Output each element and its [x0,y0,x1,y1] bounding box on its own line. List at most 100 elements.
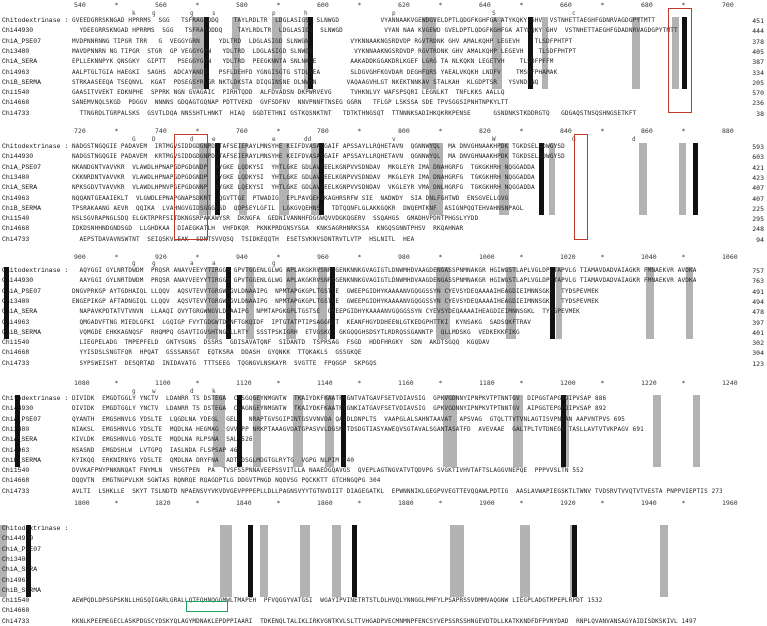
species-name: ChiB_SERMA [2,328,42,336]
species-name: Chi4963 [2,68,30,76]
block4-conserved-shading [213,395,225,468]
block2-identical-residues [319,143,324,216]
block3-ruler-tick: * [681,253,686,261]
block3-conserved-shading [556,267,562,340]
block3-ruler-tick: 1000 [479,253,495,261]
sequence-residues: SYPSWEISHT DESQRTAD INIDAVATG TTTSEEG TQ… [72,359,377,367]
block3-ruler-tick: * [114,253,119,261]
species-name: ChiB_SERMA [2,204,42,212]
sequence-residues: MVDPNNRNNG TIPGR TRR G VEGGYGRN YDLTRD L… [72,37,573,45]
block4-bottom-ruler-tick: * [195,499,200,507]
block2-ruler-tick: 840 [560,127,572,135]
block3-consensus-mark: g [152,260,156,267]
block4-bottom-ruler-tick: * [438,499,443,507]
sequence-residues: DQQVTN EMGTNGPVLKM SGWTAS RQNRQE RQAGDPT… [72,477,381,485]
block3-ruler-tick: * [438,253,443,261]
species-name: Chitodextrinase : [2,267,69,274]
block4-conserved-shading [693,395,700,468]
block1-consensus-mark: h [304,10,308,17]
block2-conserved-shading [639,143,647,216]
sequence-end-position: 423 [752,173,764,182]
block5-identical-residues [352,525,357,598]
species-name: Chi44930 [2,153,34,161]
species-name: Chi1540 [2,597,30,605]
block4-ruler-tick: * [681,379,686,387]
block2-consensus-mark: d [190,136,194,143]
species-name: Chi4668 [2,477,30,485]
block3-identical-residues [330,267,335,340]
block4-bottom-ruler-tick: * [519,499,524,507]
sequence-end-position: 295 [752,215,764,224]
block2-ruler-tick: * [357,127,362,135]
block5-conserved-shading [300,525,310,598]
block3-ruler-tick: * [357,253,362,261]
sequence-residues: DVVKAFPNYPNKNNQAT FNYMLN VHSGTPEN PA TVS… [72,467,584,475]
block1-sequence-row: ChiB_SERMA STRKAASEEQA TSEQNVL KGAT PDSEG… [0,79,767,87]
sequence-residues: NAPAVKPDTATVTVNVN LLAAQI QVYTGRGWNGVLDNA… [72,308,580,316]
block2-consensus-mark: dd [304,136,312,143]
block4-ruler-tick: 1200 [560,379,576,387]
block4-conserved-shading [653,395,661,468]
block4-bottom-ruler-tick: 1940 [641,499,657,507]
block3-sequence-row: Chi4963 QMGADVFTNG MIEDLGFKI LGQIGP FVYT… [0,319,767,327]
block4-consensus-mark: k [212,388,216,395]
species-name: Chi4963 [2,318,30,326]
species-name: Chi4668 [2,99,30,107]
species-name: Chi4963 [2,194,30,202]
sequence-residues: AVLTI LSHKLLE SKYT TSLNDTD NPAENSVYVKVDV… [72,487,722,495]
block1-consensus-mark: g [190,10,194,17]
block3-conserved-shading [286,267,296,340]
species-name: Chi1540 [2,215,30,223]
block1-ruler-tick: 560 [155,1,167,9]
species-name: ChiA_SERA [2,436,38,444]
block3-sequence-row: ChiA_SERA NAPAVKPDTATVTVNVN LLAAQI QVYTG… [0,308,767,316]
species-name: Chitodextrinase : [2,143,69,150]
block4-bottom-ruler-tick: 1920 [560,499,576,507]
block1-conserved-shading [672,17,679,90]
block5-sequence-row: ChiA_PSE07 [0,546,767,554]
block2-ruler-tick: * [519,127,524,135]
block1-ruler-tick: 600 [317,1,329,9]
block1-sequence-row: Chi44930 YDEEGRRSKNGAD HPRRMS SGG TSFRAG… [0,27,767,35]
block2-conserved-shading [429,143,443,216]
sequence-end-position: 478 [752,308,764,317]
block4-position-ruler: 1080 * 1100 * 1120 * 1140 * 1160 * 1180 * 1200 * 1220 *… [74,379,738,387]
block1-identical-residues [308,17,313,90]
sequence-residues: AAYGGI GYLNRTDWDM PRQSR ANAYVEEYYTIRGGW … [72,277,697,285]
sequence-residues: KIVLDK EMGSHNVLG YDSLTE MQDLNA RLPSNA SA… [72,436,253,444]
block1-ruler-tick: 660 [560,1,572,9]
block3-sequence-row: ChiB_SERMA VQMGDE EHKKAGNQSF RHQMPQ GSAV… [0,329,767,337]
block2-consensus-mark: G [132,136,136,143]
block1-ruler-tick: 700 [722,1,734,9]
block1-conserved-shading [232,17,240,90]
block5-conserved-shading [450,525,464,598]
block3-consensus-mark: a [190,260,194,267]
species-name: Chi1540 [2,467,30,475]
species-name: Chi3480 [2,555,30,563]
block1-identical-residues [528,17,533,90]
block4-identical-residues [237,395,242,468]
block2-sequence-row: Chi4963 NQQANTGEAAIEKLT VLGWDLEPNAPGNAPSD… [0,195,767,203]
sequence-residues: AQYGGI GYLNRTDWDM PRQSR ANAYVEEYYTIRGGW … [72,267,697,274]
species-name: Chi3480 [2,297,30,305]
block5-identical-residues [26,525,31,598]
species-name: Chi4733 [2,359,30,367]
block2-consensus-mark: e [272,136,276,143]
block4-consensus-mark: d [190,388,194,395]
block3-sequence-row: Chi3480 ENGEPIKGP AFTADNGIQL LLQQV AQSVTE… [0,298,767,306]
block1-ruler-tick: * [357,1,362,9]
block1-ruler-tick: 680 [641,1,653,9]
block3-identical-residues [226,267,231,340]
sequence-residues: YDEEGRRSKNGAD HPRRMS SGG TSFRAGDDDQ TAYL… [72,27,678,35]
sequence-end-position: 38 [756,109,764,118]
block4-bottom-ruler-tick: * [276,499,281,507]
block4-ruler-tick: * [357,379,362,387]
block1-sequence-row: ChiA_PSE07 MVDPNNRNNG TIPGR TRR G VEGGYGR… [0,38,767,46]
species-name: ChiA_SERA [2,566,38,574]
block3-conserved-shading [206,267,218,340]
sequence-end-position: 757 [752,267,764,275]
block1-conserved-shading [542,17,548,90]
species-name: ChiA_SERA [2,308,38,316]
block5-sequence-row: ChiB_SERMA [0,587,767,595]
